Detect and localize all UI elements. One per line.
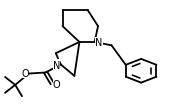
Text: N: N [53, 60, 60, 70]
Text: N: N [95, 38, 103, 47]
Text: O: O [21, 69, 29, 79]
Text: O: O [53, 80, 61, 89]
